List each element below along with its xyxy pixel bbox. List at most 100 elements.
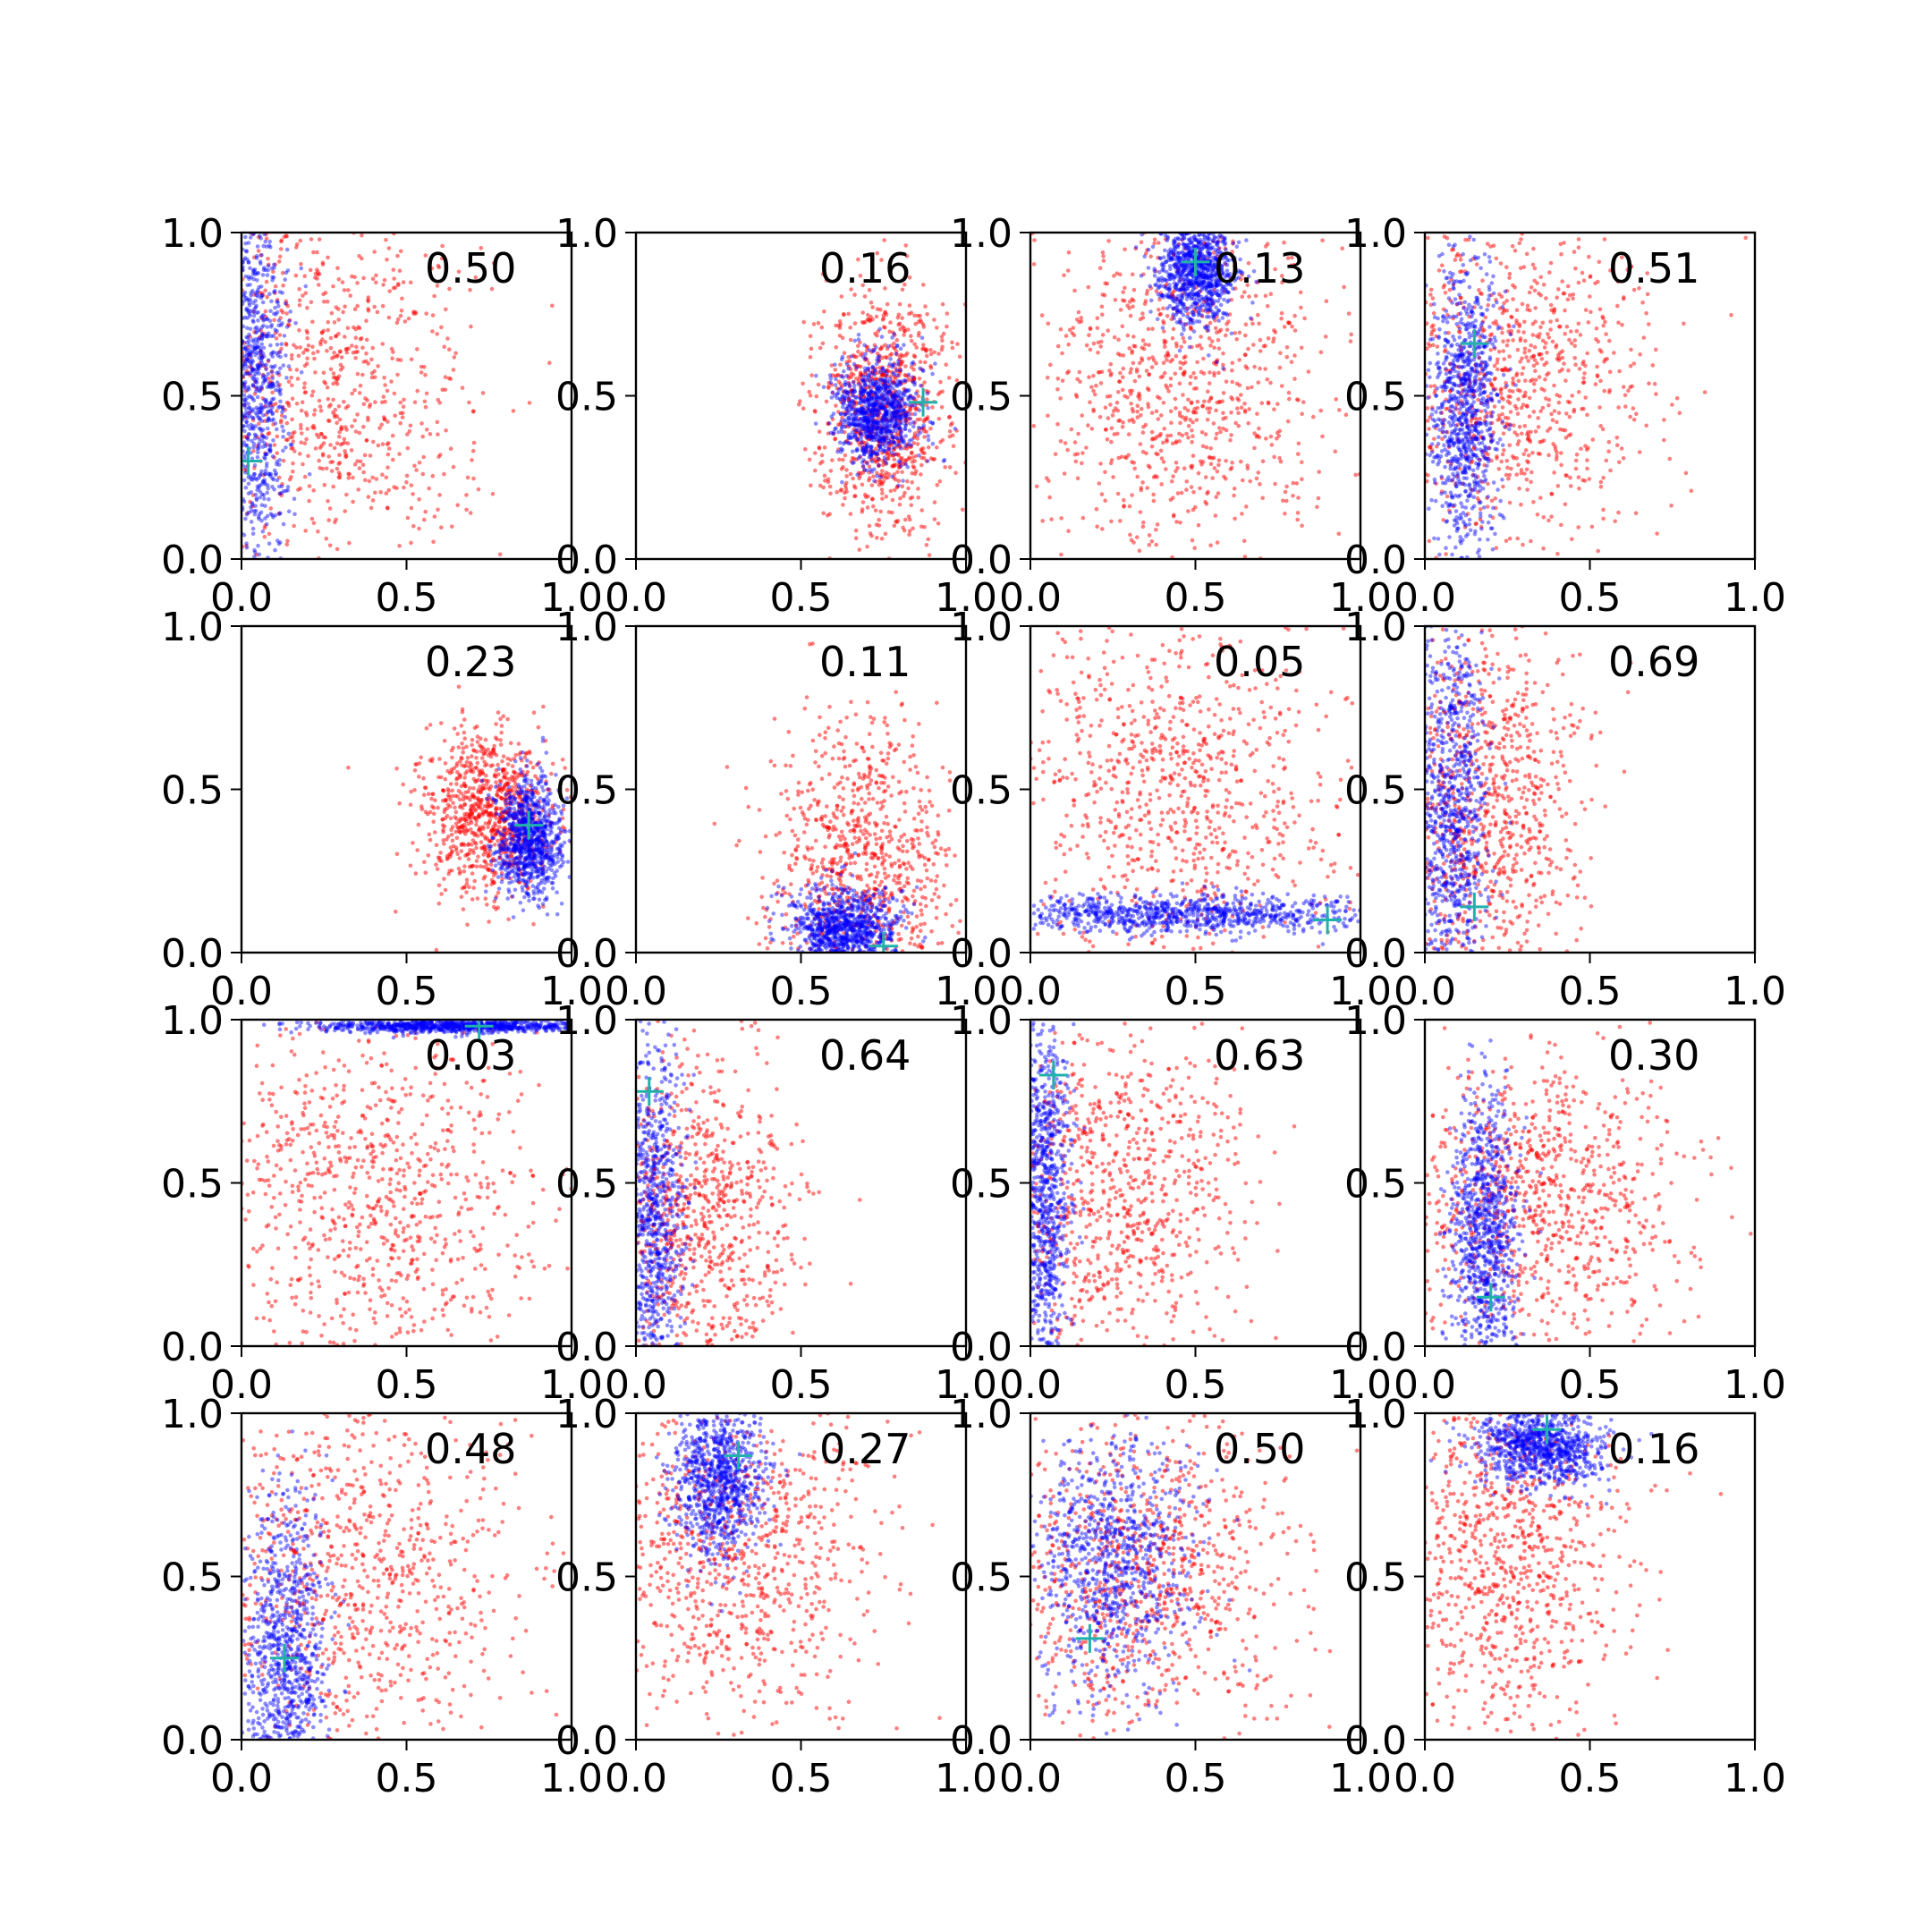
scatter-point <box>880 405 885 411</box>
scatter-point <box>872 348 877 352</box>
scatter-point <box>1213 281 1218 286</box>
scatter-point <box>242 256 248 260</box>
scatter-point <box>895 470 900 475</box>
scatter-point <box>1251 343 1256 347</box>
scatter-point <box>900 325 905 329</box>
scatter-point <box>336 277 342 282</box>
scatter-point <box>1208 308 1213 313</box>
scatter-point <box>1208 251 1213 257</box>
scatter-point <box>1174 308 1180 313</box>
scatter-point <box>866 415 871 420</box>
scatter-point <box>252 346 258 352</box>
scatter-point <box>912 402 918 408</box>
scatter-point <box>259 482 264 487</box>
scatter-point <box>1194 319 1199 324</box>
scatter-point <box>1086 423 1090 428</box>
scatter-point <box>859 432 863 436</box>
scatter-point <box>1174 305 1178 310</box>
scatter-point <box>916 487 920 491</box>
scatter-point <box>877 426 881 431</box>
scatter-point <box>390 356 394 361</box>
scatter-point <box>847 359 852 364</box>
scatter-point <box>1183 246 1188 251</box>
scatter-point <box>1055 421 1060 427</box>
scatter-point <box>873 383 877 387</box>
scatter-point <box>954 428 959 433</box>
scatter-point <box>331 381 335 386</box>
scatter-point <box>1340 246 1344 251</box>
scatter-point <box>402 319 408 324</box>
scatter-point <box>397 452 402 456</box>
scatter-point <box>275 409 279 413</box>
scatter-point <box>345 441 351 446</box>
scatter-point <box>883 407 888 412</box>
scatter-point <box>843 439 849 445</box>
scatter-point <box>1165 269 1169 275</box>
scatter-point <box>860 507 865 512</box>
scatter-point <box>1229 297 1234 302</box>
scatter-point <box>1154 283 1159 287</box>
scatter-point <box>869 424 875 428</box>
scatter-point <box>1220 264 1224 268</box>
scatter-point <box>859 407 863 411</box>
scatter-point <box>436 454 441 459</box>
scatter-point <box>862 426 868 431</box>
scatter-point <box>903 412 908 417</box>
scatter-point <box>1216 299 1221 304</box>
scatter-point <box>270 411 275 417</box>
scatter-point <box>896 483 901 488</box>
scatter-point <box>1647 322 1651 326</box>
scatter-point <box>259 316 265 321</box>
scatter-point <box>1196 293 1201 299</box>
scatter-point <box>279 346 284 352</box>
scatter-point <box>275 301 280 305</box>
scatter-point <box>272 262 276 267</box>
scatter-point <box>1162 370 1167 376</box>
scatter-point <box>1200 280 1205 285</box>
scatter-point <box>1174 286 1179 292</box>
scatter-point <box>909 334 913 339</box>
scatter-point <box>883 409 888 414</box>
scatter-point <box>451 368 456 372</box>
scatter-point <box>853 409 858 413</box>
scatter-point <box>1169 256 1174 261</box>
scatter-point <box>1153 474 1157 479</box>
scatter-point <box>865 435 870 439</box>
scatter-point <box>1240 270 1245 275</box>
scatter-point <box>889 411 894 416</box>
scatter-point <box>1294 481 1300 486</box>
scatter-point <box>268 402 273 408</box>
scatter-point <box>883 404 887 409</box>
scatter-point <box>1189 240 1194 245</box>
scatter-point <box>1067 327 1072 333</box>
scatter-point <box>244 435 250 439</box>
scatter-point <box>1200 264 1205 269</box>
scatter-point <box>874 431 879 436</box>
scatter-point <box>256 415 261 419</box>
scatter-point <box>1433 426 1438 431</box>
scatter-point <box>250 359 256 364</box>
scatter-point <box>873 331 877 336</box>
scatter-point <box>1176 250 1182 256</box>
scatter-point <box>866 400 871 405</box>
scatter-point <box>299 262 303 267</box>
scatter-point <box>270 390 275 395</box>
scatter-point <box>1149 539 1155 544</box>
scatter-point <box>842 369 846 374</box>
scatter-point <box>837 334 843 338</box>
scatter-point <box>1203 274 1208 279</box>
scatter-point <box>891 405 895 411</box>
scatter-point <box>259 354 265 360</box>
scatter-point <box>873 380 878 385</box>
scatter-point <box>347 540 352 546</box>
scatter-point <box>915 436 919 441</box>
scatter-point <box>395 357 401 362</box>
scatter-point <box>1104 427 1108 432</box>
scatter-point <box>869 434 874 438</box>
scatter-point <box>891 411 896 416</box>
scatter-point <box>879 480 884 486</box>
scatter-point <box>869 410 875 414</box>
scatter-point <box>263 288 267 293</box>
scatter-point <box>891 445 896 450</box>
scatter-point <box>892 440 897 445</box>
